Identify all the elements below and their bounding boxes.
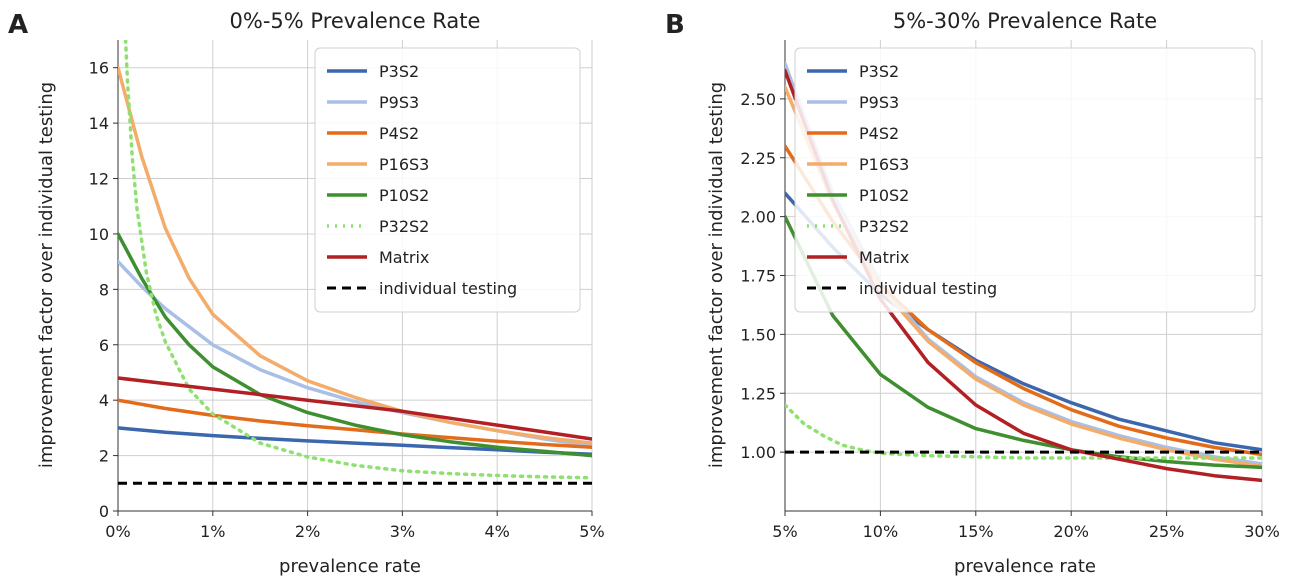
panel-a-x-tick-label-5: 5% [579, 522, 604, 541]
panel-b-y-axis-label: improvement factor over individual testi… [706, 82, 727, 468]
panel-b-x-tick-label-0: 5% [772, 522, 797, 541]
panel-a-y-tick-label-5: 10 [89, 225, 109, 244]
panel-b-legend-label-4: P10S2 [859, 186, 909, 205]
panel-a-y-tick-label-0: 0 [99, 502, 109, 521]
panel-b-x-tick-label-3: 20% [1053, 522, 1089, 541]
panel-a-legend: P3S2 P9S3 P4S2 P16S3 P10S2 P32S2 Matrix individ… [314, 47, 581, 313]
panel-b-y-tick-label-0: 1.00 [740, 443, 776, 462]
panel-b-series-p10s2 [785, 214, 1262, 470]
panel-a-legend-label-6: Matrix [379, 248, 429, 267]
panel-b-chart: B 5%-30% Prevalence Rate prevalence rate… [665, 9, 1280, 577]
panel-a-x-tick-label-1: 1% [200, 522, 225, 541]
panel-a-x-tick-label-2: 2% [295, 522, 320, 541]
panel-a-letter: A [8, 10, 28, 40]
panel-a-y-tick-label-6: 12 [89, 170, 109, 189]
panel-b-y-tick-label-3: 1.75 [740, 267, 776, 286]
panel-b-legend-label-0: P3S2 [859, 62, 899, 81]
panel-a-series-p16s3 [118, 65, 592, 445]
panel-a-series-matrix [118, 376, 592, 441]
panel-a-x-tick-label-3: 3% [390, 522, 415, 541]
panel-a-legend-label-2: P4S2 [379, 124, 419, 143]
panel-b-legend-label-3: P16S3 [859, 155, 909, 174]
panel-a-legend-label-3: P16S3 [379, 155, 429, 174]
panel-a-title: 0%-5% Prevalence Rate [230, 9, 481, 33]
panel-a-x-tick-label-4: 4% [485, 522, 510, 541]
panel-a-legend-label-7: individual testing [379, 279, 517, 298]
panel-b-y-tick-label-5: 2.25 [740, 149, 776, 168]
panel-a-y-tick-label-3: 6 [99, 336, 109, 355]
panel-b-y-tick-label-4: 2.00 [740, 208, 776, 227]
panel-b-legend-label-7: individual testing [859, 279, 997, 298]
panel-a-legend-label-5: P32S2 [379, 217, 429, 236]
panel-b-legend-label-6: Matrix [859, 248, 909, 267]
panel-a-legend-label-4: P10S2 [379, 186, 429, 205]
panel-b-legend-label-5: P32S2 [859, 217, 909, 236]
panel-b-x-tick-label-1: 10% [863, 522, 899, 541]
panel-b-x-tick-label-5: 30% [1244, 522, 1280, 541]
panel-a-y-tick-label-7: 14 [89, 114, 109, 133]
panel-a-chart: A 0%-5% Prevalence Rate prevalence rate … [8, 9, 605, 577]
panel-b-y-tick-label-6: 2.50 [740, 90, 776, 109]
panel-b-x-tick-label-2: 15% [958, 522, 994, 541]
panel-b-x-axis-label: prevalence rate [954, 556, 1096, 577]
panel-b-legend: P3S2 P9S3 P4S2 P16S3 P10S2 P32S2 Matrix individ… [794, 47, 1256, 313]
panel-a-y-axis-label: improvement factor over individual testi… [36, 82, 57, 468]
panel-a-legend-label-1: P9S3 [379, 93, 419, 112]
panel-a-y-tick-label-8: 16 [89, 59, 109, 78]
panel-b-x-tick-label-4: 25% [1149, 522, 1185, 541]
panel-b-legend-box [794, 47, 1256, 313]
panel-a-series-p3s2 [118, 426, 592, 456]
panel-a-series-p10s2 [118, 232, 592, 458]
panel-b-legend-label-2: P4S2 [859, 124, 899, 143]
panel-a-legend-label-0: P3S2 [379, 62, 419, 81]
panel-a-x-tick-label-0: 0% [105, 522, 130, 541]
panel-a-x-axis-label: prevalence rate [279, 556, 421, 577]
panel-a-y-tick-label-1: 2 [99, 447, 109, 466]
panel-b-letter: B [665, 10, 685, 40]
panel-a-y-tick-label-4: 8 [99, 280, 109, 299]
panel-b-y-tick-label-1: 1.25 [740, 384, 776, 403]
panel-b-y-tick-label-2: 1.50 [740, 325, 776, 344]
panel-a-series-p4s2 [118, 398, 592, 450]
panel-a-series-p32s2 [123, 40, 592, 480]
panel-b-legend-label-1: P9S3 [859, 93, 899, 112]
panel-a-y-tick-label-2: 4 [99, 391, 109, 410]
panel-b-title: 5%-30% Prevalence Rate [893, 9, 1157, 33]
panel-a-legend-box [314, 47, 581, 313]
